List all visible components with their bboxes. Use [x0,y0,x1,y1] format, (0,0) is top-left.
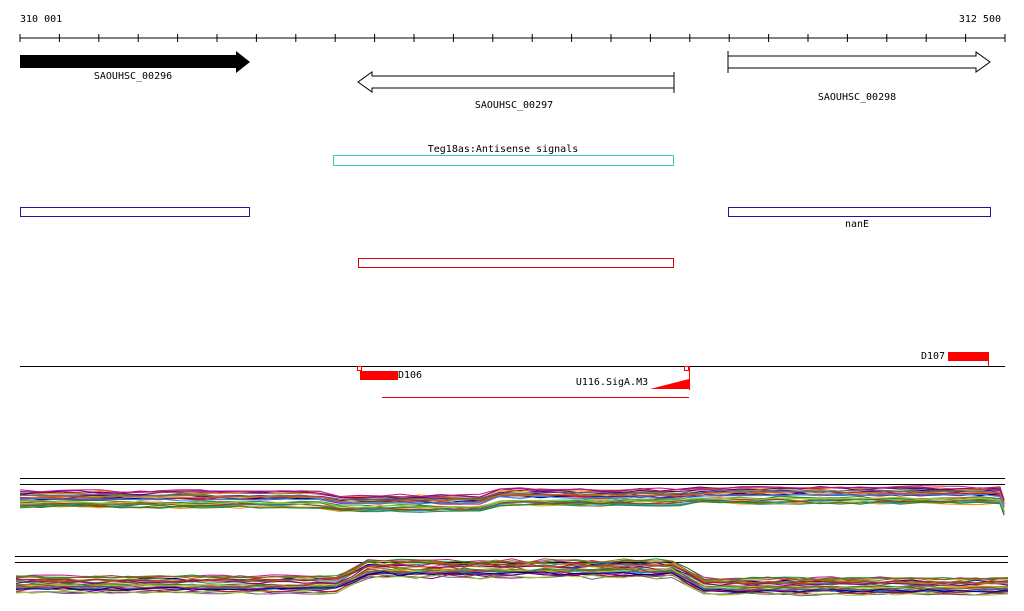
ruler-ticks [19,34,1006,42]
gene-arrow[interactable] [20,51,250,73]
expression-line [19,500,1005,516]
expression-line [19,489,1005,504]
gene-arrow[interactable] [357,71,675,93]
expression-line [15,562,1009,584]
signal-label: D107 [921,351,945,362]
expression-tracks [15,478,1009,597]
ruler-end: 312 500 [959,14,1001,25]
operon-box[interactable] [20,207,250,217]
gene-label: SAOUHSC_00297 [475,100,553,111]
gene-label: SAOUHSC_00298 [818,92,896,103]
expression-line [15,561,1009,584]
signal-box[interactable] [360,371,398,380]
operon-label: nanE [845,219,869,230]
expression-line [15,567,1009,590]
expression-line [19,501,1005,516]
transcript-box[interactable] [358,258,674,268]
expression-line [19,491,1005,506]
promoter-label: U116.SigA.M3 [576,377,648,388]
expression-line [15,558,1009,581]
antisense-box[interactable] [333,155,674,166]
feature-label: Teg18as:Antisense signals [428,144,579,155]
signal-box[interactable] [948,352,988,361]
gene-arrow[interactable] [727,51,991,73]
expression-line [15,568,1009,591]
operon-box[interactable] [728,207,991,217]
expression-line [19,485,1005,500]
expression-line [15,571,1009,593]
ruler-start: 310 001 [20,14,62,25]
signal-label: D106 [398,370,422,381]
expression-line [19,486,1005,501]
expression-line [15,571,1009,593]
promoter-triangle[interactable] [650,379,689,389]
expression-line [19,496,1005,511]
expression-line [19,493,1005,508]
signal-marker [684,366,689,371]
gene-label: SAOUHSC_00296 [94,71,172,82]
signal-marker [357,366,362,371]
